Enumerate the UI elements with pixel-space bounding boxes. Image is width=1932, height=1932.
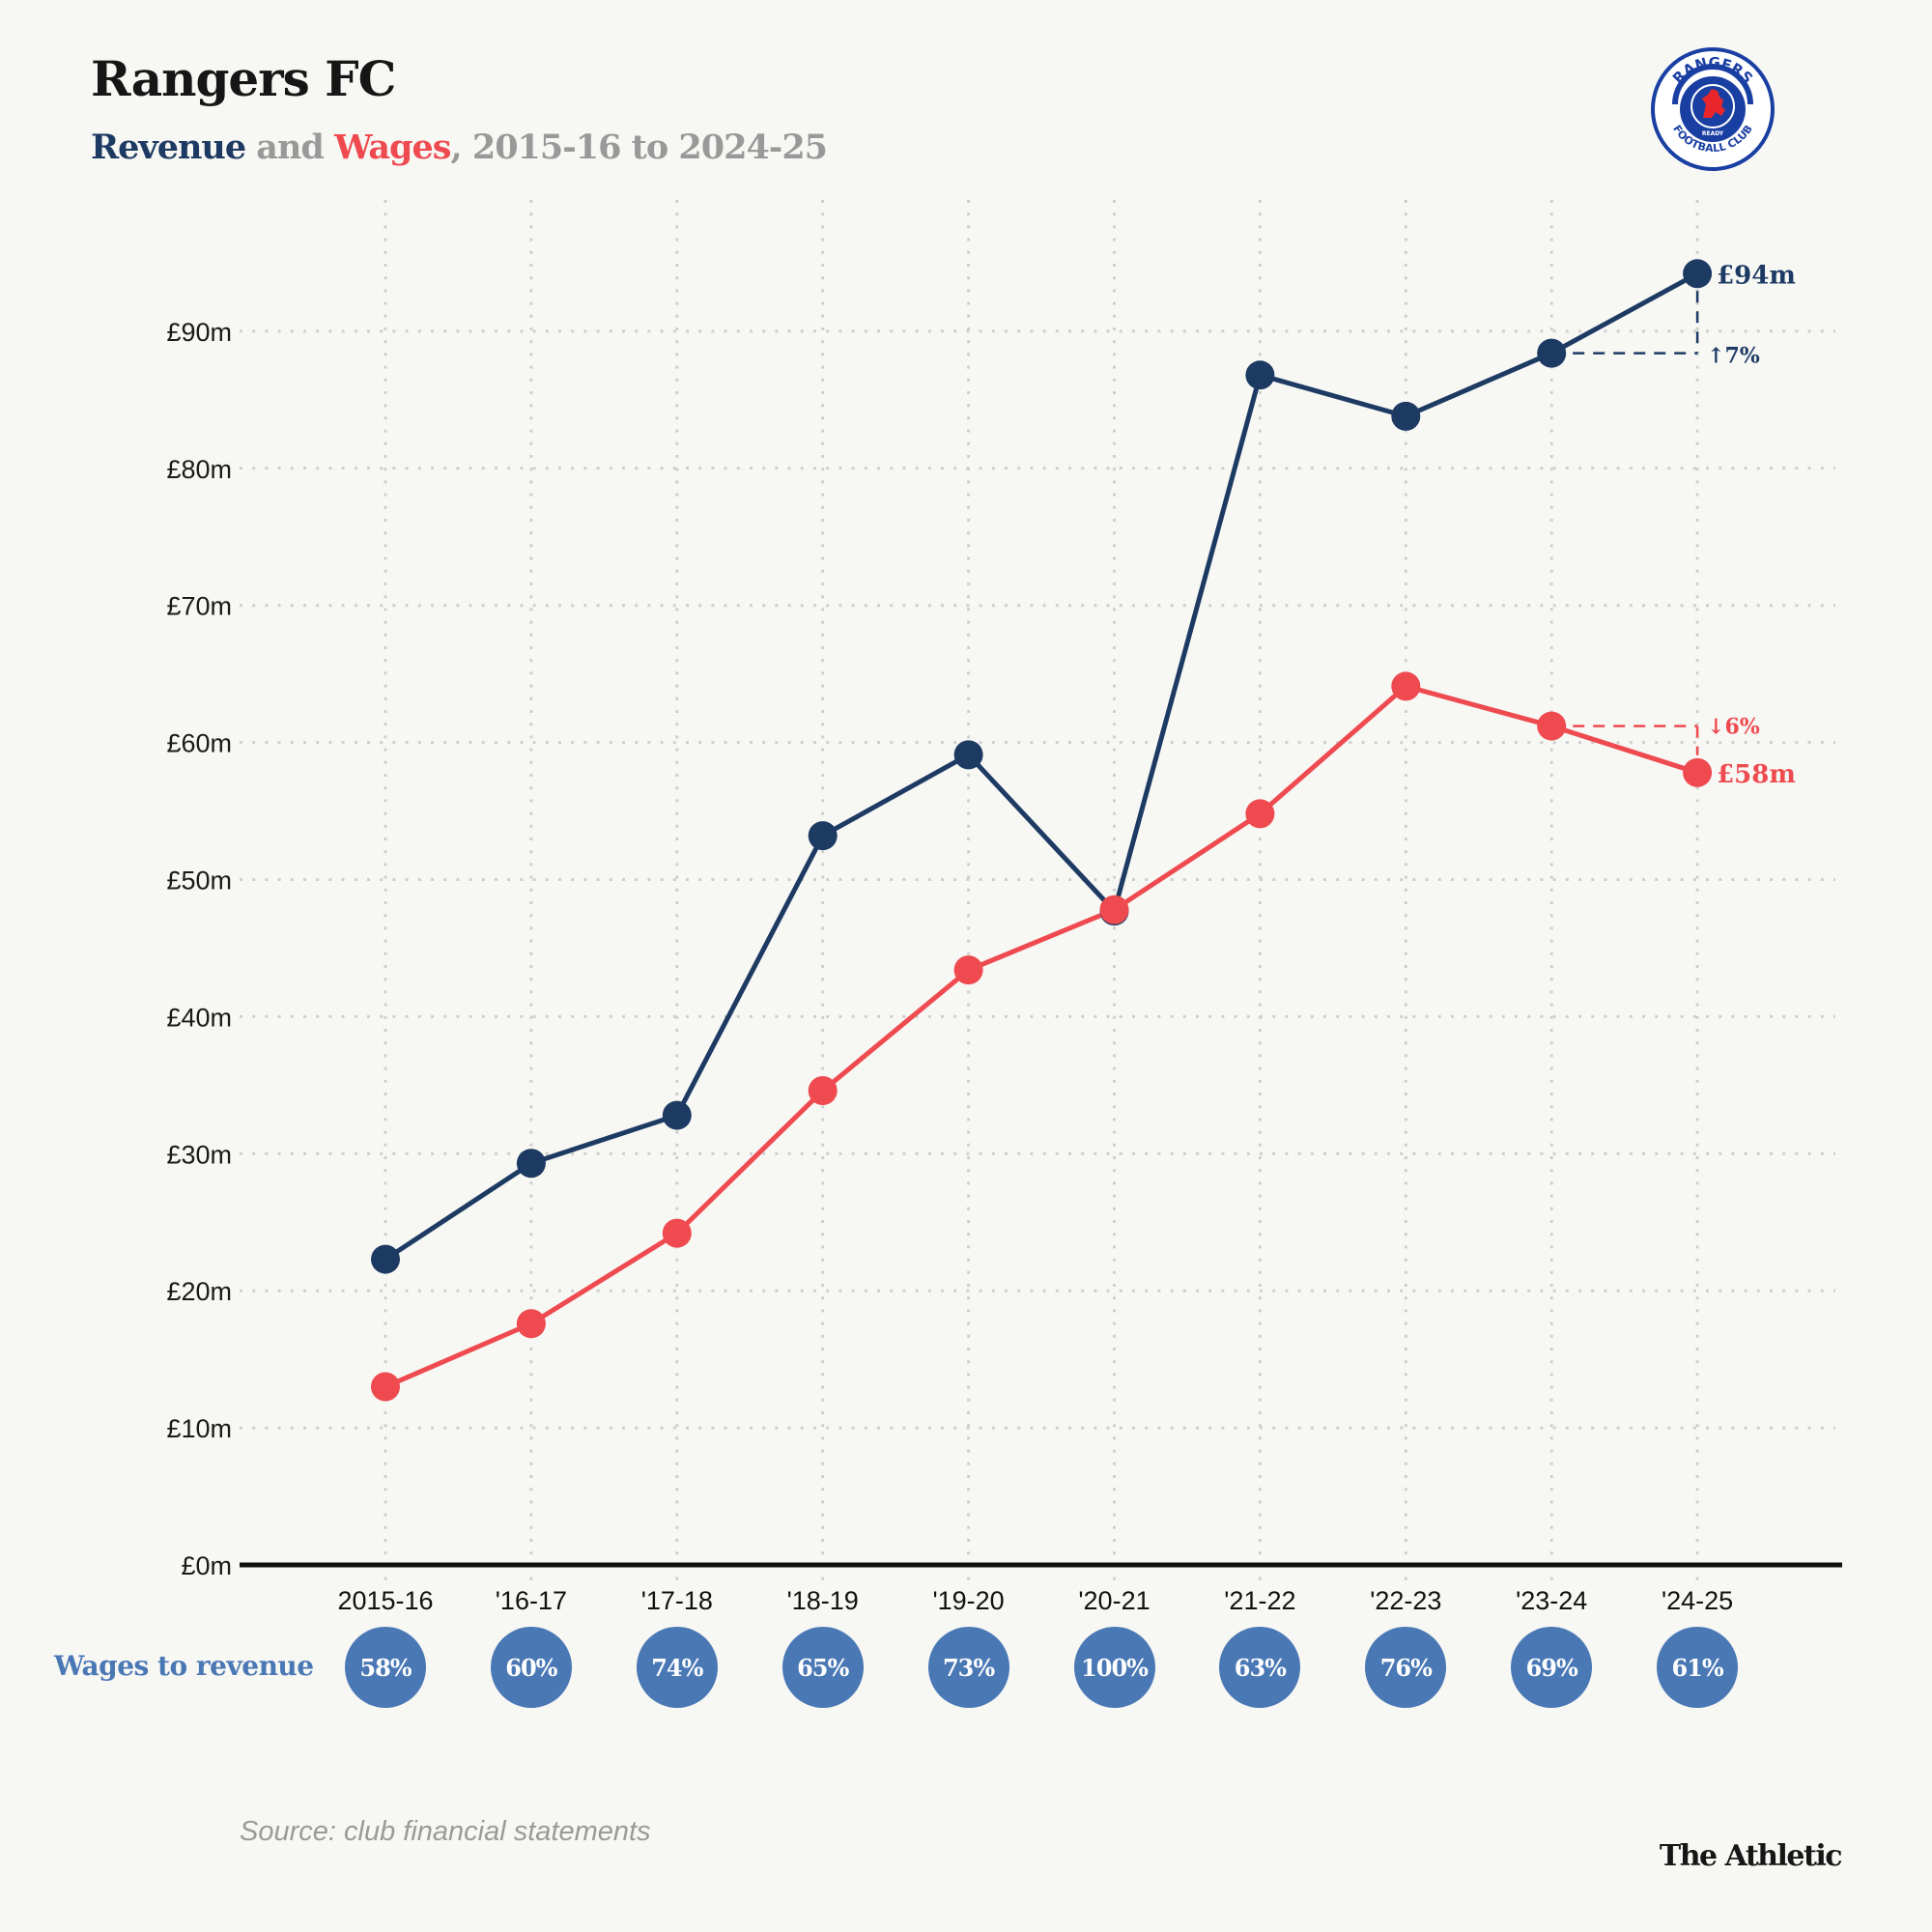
- data-point-wages: [662, 1218, 692, 1248]
- y-tick-label: £90m: [166, 318, 232, 347]
- source-note: Source: club financial statements: [240, 1816, 651, 1847]
- series-line-revenue: [384, 271, 1699, 1262]
- end-value-label-wages: £58m: [1717, 760, 1796, 789]
- data-point-revenue: [1245, 360, 1275, 390]
- wages-to-revenue-badge: 74%: [636, 1627, 718, 1708]
- y-tick-label: £30m: [166, 1140, 232, 1169]
- data-point-revenue: [808, 821, 838, 851]
- y-tick-label: £70m: [166, 592, 232, 621]
- wages-to-revenue-badge: 76%: [1365, 1627, 1447, 1708]
- end-value-label-revenue: £94m: [1717, 261, 1796, 290]
- subtitle-revenue: Revenue: [91, 128, 246, 167]
- data-point-wages: [371, 1372, 400, 1402]
- data-point-revenue: [662, 1100, 692, 1130]
- data-point-wages: [808, 1076, 838, 1106]
- subtitle-range: , 2015-16 to 2024-25: [450, 128, 828, 167]
- x-tick-label: '18-19: [787, 1586, 859, 1615]
- series-line-wages: [384, 683, 1698, 1389]
- data-point-revenue: [953, 740, 983, 770]
- rangers-crest-icon: RANGERS FOOTBALL CLUB READY: [1651, 47, 1775, 171]
- subtitle-wages: Wages: [334, 128, 451, 167]
- data-point-wages: [1099, 895, 1129, 924]
- chart-title: Rangers FC: [91, 50, 396, 107]
- data-point-wages: [1537, 711, 1567, 741]
- wages-to-revenue-badge: 63%: [1219, 1627, 1301, 1708]
- x-tick-label: '23-24: [1516, 1586, 1587, 1615]
- grid-layer: [240, 200, 1835, 1586]
- wages-to-revenue-label: Wages to revenue: [54, 1650, 314, 1682]
- y-tick-label: £60m: [166, 729, 232, 758]
- label-layer: ↑7% £94m ↓6% £58m: [1707, 261, 1796, 789]
- change-label-wages: ↓6%: [1707, 715, 1760, 740]
- data-point-wages: [1245, 799, 1275, 829]
- x-tick-label: '19-20: [932, 1586, 1004, 1615]
- wages-to-revenue-badge: 61%: [1657, 1627, 1739, 1708]
- logo-ribbon-text: READY: [1702, 130, 1724, 137]
- data-point-wages: [516, 1309, 546, 1339]
- data-point-wages: [953, 955, 983, 985]
- data-point-revenue: [1683, 259, 1713, 289]
- x-tick-label: '16-17: [496, 1586, 567, 1615]
- y-tick-label: £0m: [181, 1551, 232, 1580]
- series-layer: [371, 259, 1713, 1402]
- y-tick-label: £20m: [166, 1277, 232, 1306]
- axis-layer: £0m £10m £20m £30m £40m £50m £60m £70m £80m £90m 2…: [166, 318, 1842, 1615]
- wages-to-revenue-badge: 60%: [490, 1627, 572, 1708]
- x-tick-label: '24-25: [1662, 1586, 1733, 1615]
- data-point-revenue: [1391, 401, 1421, 431]
- brand-logo: The Athletic: [1659, 1839, 1843, 1873]
- x-tick-label: '20-21: [1078, 1586, 1150, 1615]
- wages-to-revenue-badge: 100%: [1073, 1627, 1155, 1708]
- change-label-revenue: ↑7%: [1707, 344, 1760, 369]
- x-tick-label: '22-23: [1370, 1586, 1441, 1615]
- y-tick-label: £80m: [166, 455, 232, 484]
- data-point-revenue: [516, 1149, 546, 1179]
- y-tick-label: £40m: [166, 1003, 232, 1032]
- y-tick-label: £50m: [166, 867, 232, 895]
- x-tick-label: '21-22: [1224, 1586, 1295, 1615]
- y-tick-label: £10m: [166, 1414, 232, 1443]
- data-point-revenue: [1537, 338, 1567, 368]
- data-point-wages: [1391, 671, 1421, 701]
- subtitle-and: and: [245, 128, 335, 167]
- x-tick-label: 2015-16: [337, 1586, 433, 1615]
- data-point-wages: [1683, 757, 1713, 787]
- annotation-layer: [1573, 291, 1699, 755]
- x-tick-label: '17-18: [641, 1586, 713, 1615]
- wages-to-revenue-badge: 65%: [781, 1627, 864, 1708]
- chart-subtitle: Revenue and Wages, 2015-16 to 2024-25: [91, 128, 828, 167]
- data-point-revenue: [371, 1244, 400, 1274]
- wages-to-revenue-badge: 69%: [1511, 1627, 1593, 1708]
- wages-to-revenue-badge: 73%: [927, 1627, 1009, 1708]
- wages-to-revenue-badge: 58%: [345, 1627, 426, 1708]
